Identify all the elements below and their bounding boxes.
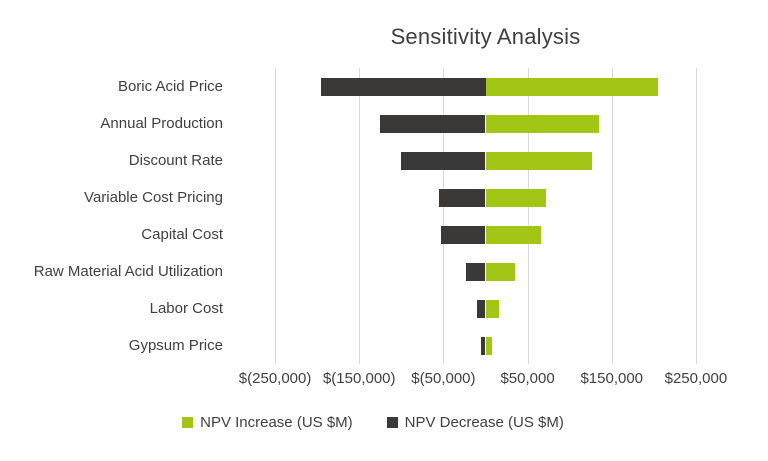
category-label: Gypsum Price xyxy=(128,337,223,354)
gridline xyxy=(275,68,277,364)
category-axis: Boric Acid Price Annual Production Discoun… xyxy=(8,68,233,364)
x-tick-label: $(150,000) xyxy=(322,370,396,387)
x-axis-row: $(250,000) $(150,000) $(50,000) $50,000 $150… xyxy=(8,370,738,392)
legend-item-npv-increase: NPV Increase (US $M) xyxy=(182,414,353,431)
chart-row xyxy=(233,216,738,253)
bar-npv-increase xyxy=(485,336,493,355)
gridline xyxy=(359,68,361,364)
bar-npv-increase xyxy=(485,188,547,207)
chart-row xyxy=(233,253,738,290)
x-tick-label: $150,000 xyxy=(580,370,644,387)
legend-label-npv-increase: NPV Increase (US $M) xyxy=(200,414,353,431)
bar-npv-increase xyxy=(485,77,659,96)
chart-row xyxy=(233,327,738,364)
legend-label-npv-decrease: NPV Decrease (US $M) xyxy=(404,414,564,431)
legend-item-npv-decrease: NPV Decrease (US $M) xyxy=(386,414,564,431)
gridline xyxy=(443,68,445,364)
category-label: Capital Cost xyxy=(141,226,223,243)
legend: NPV Increase (US $M) NPV Decrease (US $M… xyxy=(8,414,738,431)
bar-npv-increase xyxy=(485,225,542,244)
x-axis-spacer xyxy=(8,370,233,392)
chart-row xyxy=(233,105,738,142)
legend-swatch-increase-icon xyxy=(182,417,194,428)
category-label: Discount Rate xyxy=(128,152,223,169)
category-label: Annual Production xyxy=(100,115,223,132)
category-label: Variable Cost Pricing xyxy=(84,189,223,206)
bar-npv-decrease xyxy=(380,114,486,133)
chart-row xyxy=(233,142,738,179)
bar-npv-increase xyxy=(485,262,515,281)
category-label: Labor Cost xyxy=(149,300,223,317)
plot-wrap: Boric Acid Price Annual Production Discoun… xyxy=(8,68,738,364)
bar-npv-decrease xyxy=(321,77,486,96)
category-label: Raw Material Acid Utilization xyxy=(33,263,223,280)
bar-npv-decrease xyxy=(466,262,486,281)
bar-npv-increase xyxy=(485,114,600,133)
bar-npv-decrease xyxy=(477,299,486,318)
category-label: Boric Acid Price xyxy=(117,78,223,95)
gridline xyxy=(527,68,529,364)
bar-npv-decrease xyxy=(401,151,486,170)
bar-npv-decrease xyxy=(440,225,486,244)
bar-npv-decrease xyxy=(481,336,486,355)
chart-row xyxy=(233,179,738,216)
x-tick-label: $(250,000) xyxy=(238,370,312,387)
chart-row xyxy=(233,68,738,105)
gridline xyxy=(695,68,697,364)
bar-npv-increase xyxy=(485,151,593,170)
gridline xyxy=(611,68,613,364)
x-tick-label: $50,000 xyxy=(500,370,555,387)
x-tick-label: $250,000 xyxy=(664,370,728,387)
plot-area xyxy=(233,68,738,364)
bar-npv-increase xyxy=(485,299,499,318)
bar-npv-decrease xyxy=(439,188,486,207)
x-axis: $(250,000) $(150,000) $(50,000) $50,000 $150… xyxy=(233,370,738,392)
chart-title: Sensitivity Analysis xyxy=(390,24,581,49)
x-tick-label: $(50,000) xyxy=(411,370,476,387)
chart-row xyxy=(233,290,738,327)
legend-swatch-decrease-icon xyxy=(386,417,398,428)
